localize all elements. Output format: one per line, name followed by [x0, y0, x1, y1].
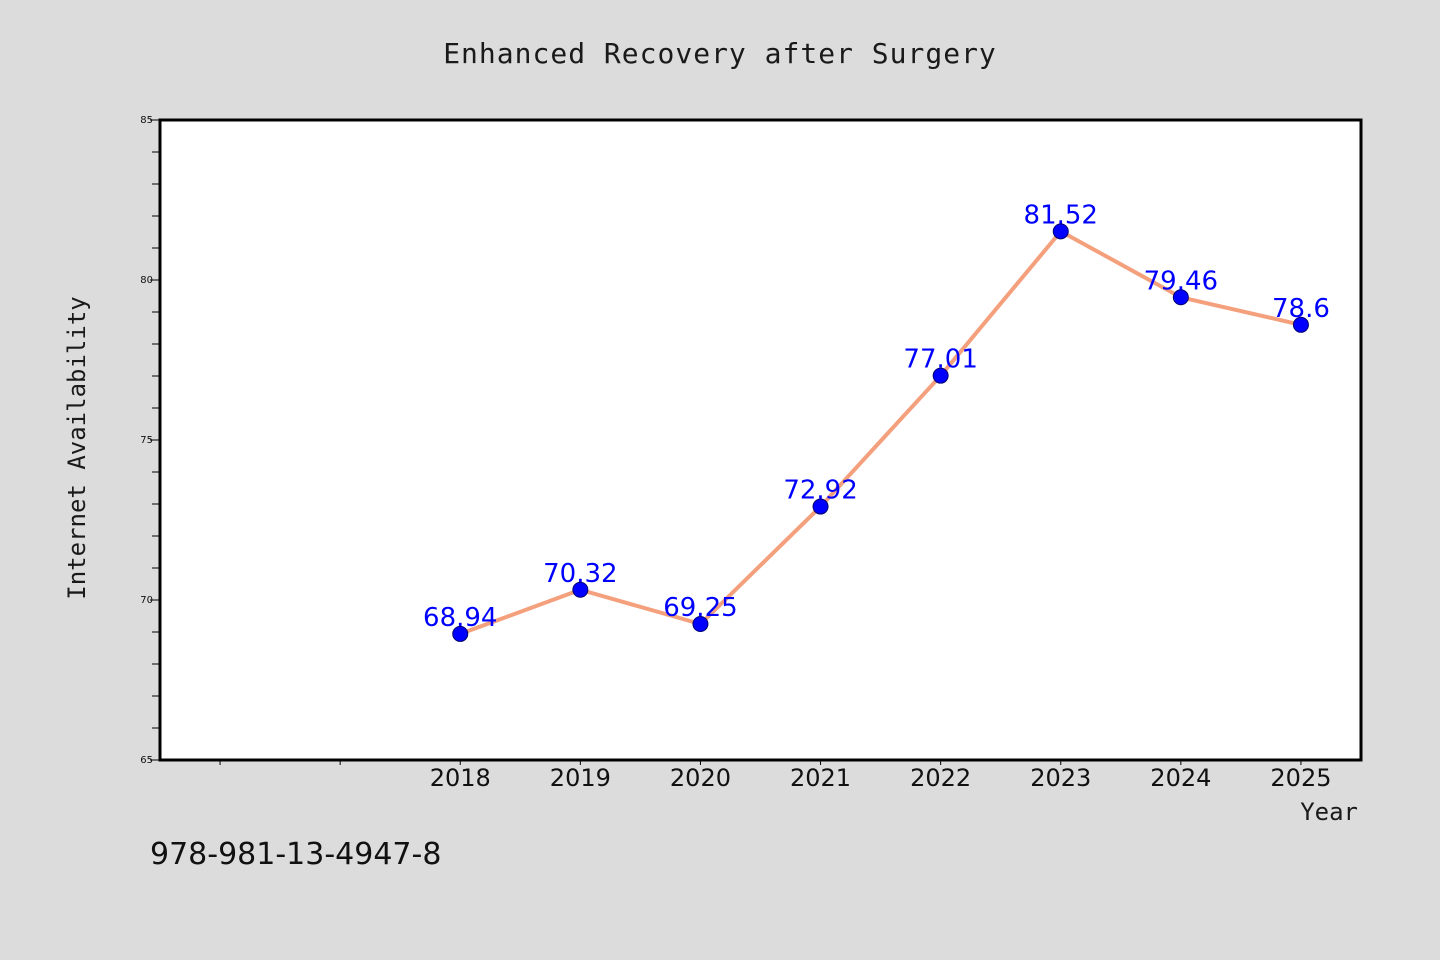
data-point — [1172, 289, 1189, 306]
x-tick-label: 2023 — [1030, 764, 1091, 792]
chart-title: Enhanced Recovery after Surgery — [443, 37, 997, 70]
x-tick-label: 2020 — [670, 764, 731, 792]
data-label: 69.25 — [663, 593, 737, 623]
data-label-layer: 68.94 70.32 69.25 72.92 77.01 81.52 79.46 78.6 — [423, 200, 1330, 633]
series-line — [458, 229, 1303, 636]
x-tick-label: 2025 — [1270, 764, 1331, 792]
x-axis-title: Year — [1300, 798, 1358, 826]
data-label: 72.92 — [783, 476, 857, 506]
x-axis-ticks: 2018 2019 2020 2021 2022 2023 2024 2025 — [219, 760, 1331, 792]
data-label: 78.6 — [1272, 294, 1330, 324]
data-label: 81.52 — [1024, 200, 1098, 230]
y-tick-label: 65 — [140, 755, 153, 766]
y-tick-label: 85 — [140, 115, 153, 126]
footnote: 978-981-13-4947-8 — [150, 837, 441, 872]
y-axis-title: Internet Availability — [63, 296, 91, 599]
data-point — [812, 498, 829, 515]
y-tick-label: 75 — [140, 435, 153, 446]
data-label: 77.01 — [903, 345, 977, 375]
x-tick-label: 2019 — [550, 764, 611, 792]
plot-area — [160, 120, 1361, 760]
x-tick-label: 2024 — [1150, 764, 1211, 792]
data-point — [1292, 316, 1309, 333]
data-point — [692, 616, 709, 632]
data-point — [1052, 223, 1069, 240]
x-tick-label: 2021 — [790, 764, 851, 792]
x-tick-label: 2018 — [430, 764, 491, 792]
data-point — [572, 581, 589, 598]
x-tick-label: 2022 — [910, 764, 971, 792]
data-label: 79.46 — [1144, 266, 1218, 296]
data-point — [452, 625, 469, 642]
series-layer — [452, 223, 1309, 642]
y-tick-label: 70 — [140, 595, 153, 606]
plot-frame — [158, 118, 1363, 762]
data-label: 70.32 — [543, 559, 617, 589]
data-label: 68.94 — [423, 603, 497, 633]
y-tick-label: 80 — [140, 275, 153, 286]
data-point — [932, 367, 949, 384]
